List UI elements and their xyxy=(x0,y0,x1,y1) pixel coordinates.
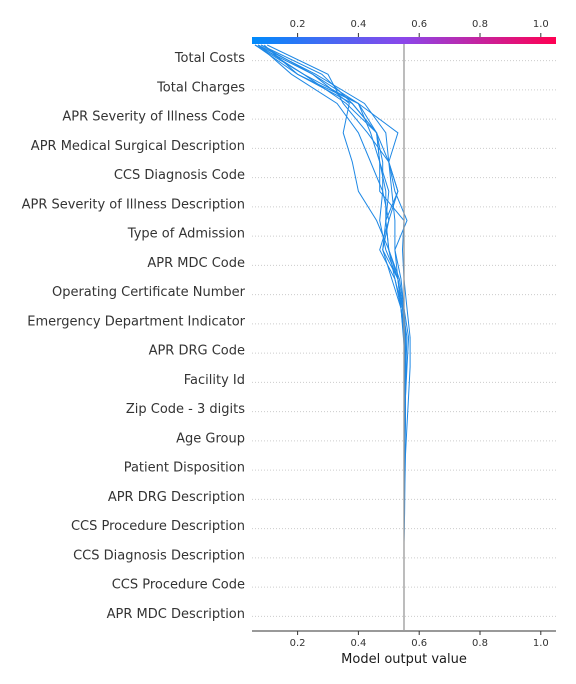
decision-line xyxy=(254,44,411,630)
x-axis: 0.2 0.2 0.4 0.4 0.6 0.6 0.8 0.8 1.0 1.0 Model outp… xyxy=(252,19,556,667)
feature-label: Total Costs xyxy=(174,51,245,66)
x-tick-label-bottom: 0.6 xyxy=(411,638,427,649)
feature-label: Zip Code - 3 digits xyxy=(126,402,245,417)
decision-line xyxy=(260,44,406,630)
feature-label: Patient Disposition xyxy=(124,461,245,476)
feature-label: APR DRG Code xyxy=(149,344,245,359)
decision-line xyxy=(266,44,407,630)
feature-label: APR Medical Surgical Description xyxy=(31,139,245,154)
x-tick-label-bottom: 0.2 xyxy=(290,638,306,649)
feature-label: Type of Admission xyxy=(127,227,245,242)
feature-label: APR DRG Description xyxy=(108,490,245,505)
decision-line xyxy=(263,44,406,630)
x-tick-label-top: 0.8 xyxy=(472,19,488,30)
x-tick-label-bottom: 1.0 xyxy=(533,638,549,649)
feature-label: CCS Diagnosis Description xyxy=(73,548,245,563)
feature-label: Emergency Department Indicator xyxy=(27,314,245,329)
feature-label: Total Charges xyxy=(156,80,245,95)
x-tick-label-top: 0.4 xyxy=(350,19,366,30)
decision-line xyxy=(260,44,407,630)
x-tick-label-bottom: 0.8 xyxy=(472,638,488,649)
x-tick-label-top: 1.0 xyxy=(533,19,549,30)
feature-label: CCS Procedure Code xyxy=(112,578,245,593)
feature-label: APR Severity of Illness Description xyxy=(22,197,245,212)
feature-label: APR MDC Description xyxy=(107,607,245,622)
feature-label: Facility Id xyxy=(184,373,245,388)
decision-line xyxy=(254,44,406,630)
feature-label: CCS Procedure Description xyxy=(71,519,245,534)
decision-lines xyxy=(254,44,411,630)
feature-labels: Total Costs Total Charges APR Severity of … xyxy=(22,51,246,622)
decision-line xyxy=(257,44,408,630)
x-tick-label-top: 0.2 xyxy=(290,19,306,30)
decision-line xyxy=(257,44,410,630)
feature-label: CCS Diagnosis Code xyxy=(114,168,245,183)
feature-label: Age Group xyxy=(176,431,245,446)
decision-line xyxy=(257,44,408,630)
colorbar-gradient xyxy=(252,37,556,44)
feature-label: APR Severity of Illness Code xyxy=(62,110,245,125)
feature-label: APR MDC Code xyxy=(147,256,245,271)
decision-line xyxy=(254,44,406,630)
x-tick-label-top: 0.6 xyxy=(411,19,427,30)
x-axis-title: Model output value xyxy=(341,652,467,667)
colorbar xyxy=(252,37,556,44)
feature-label: Operating Certificate Number xyxy=(52,285,246,300)
x-tick-label-bottom: 0.4 xyxy=(350,638,366,649)
